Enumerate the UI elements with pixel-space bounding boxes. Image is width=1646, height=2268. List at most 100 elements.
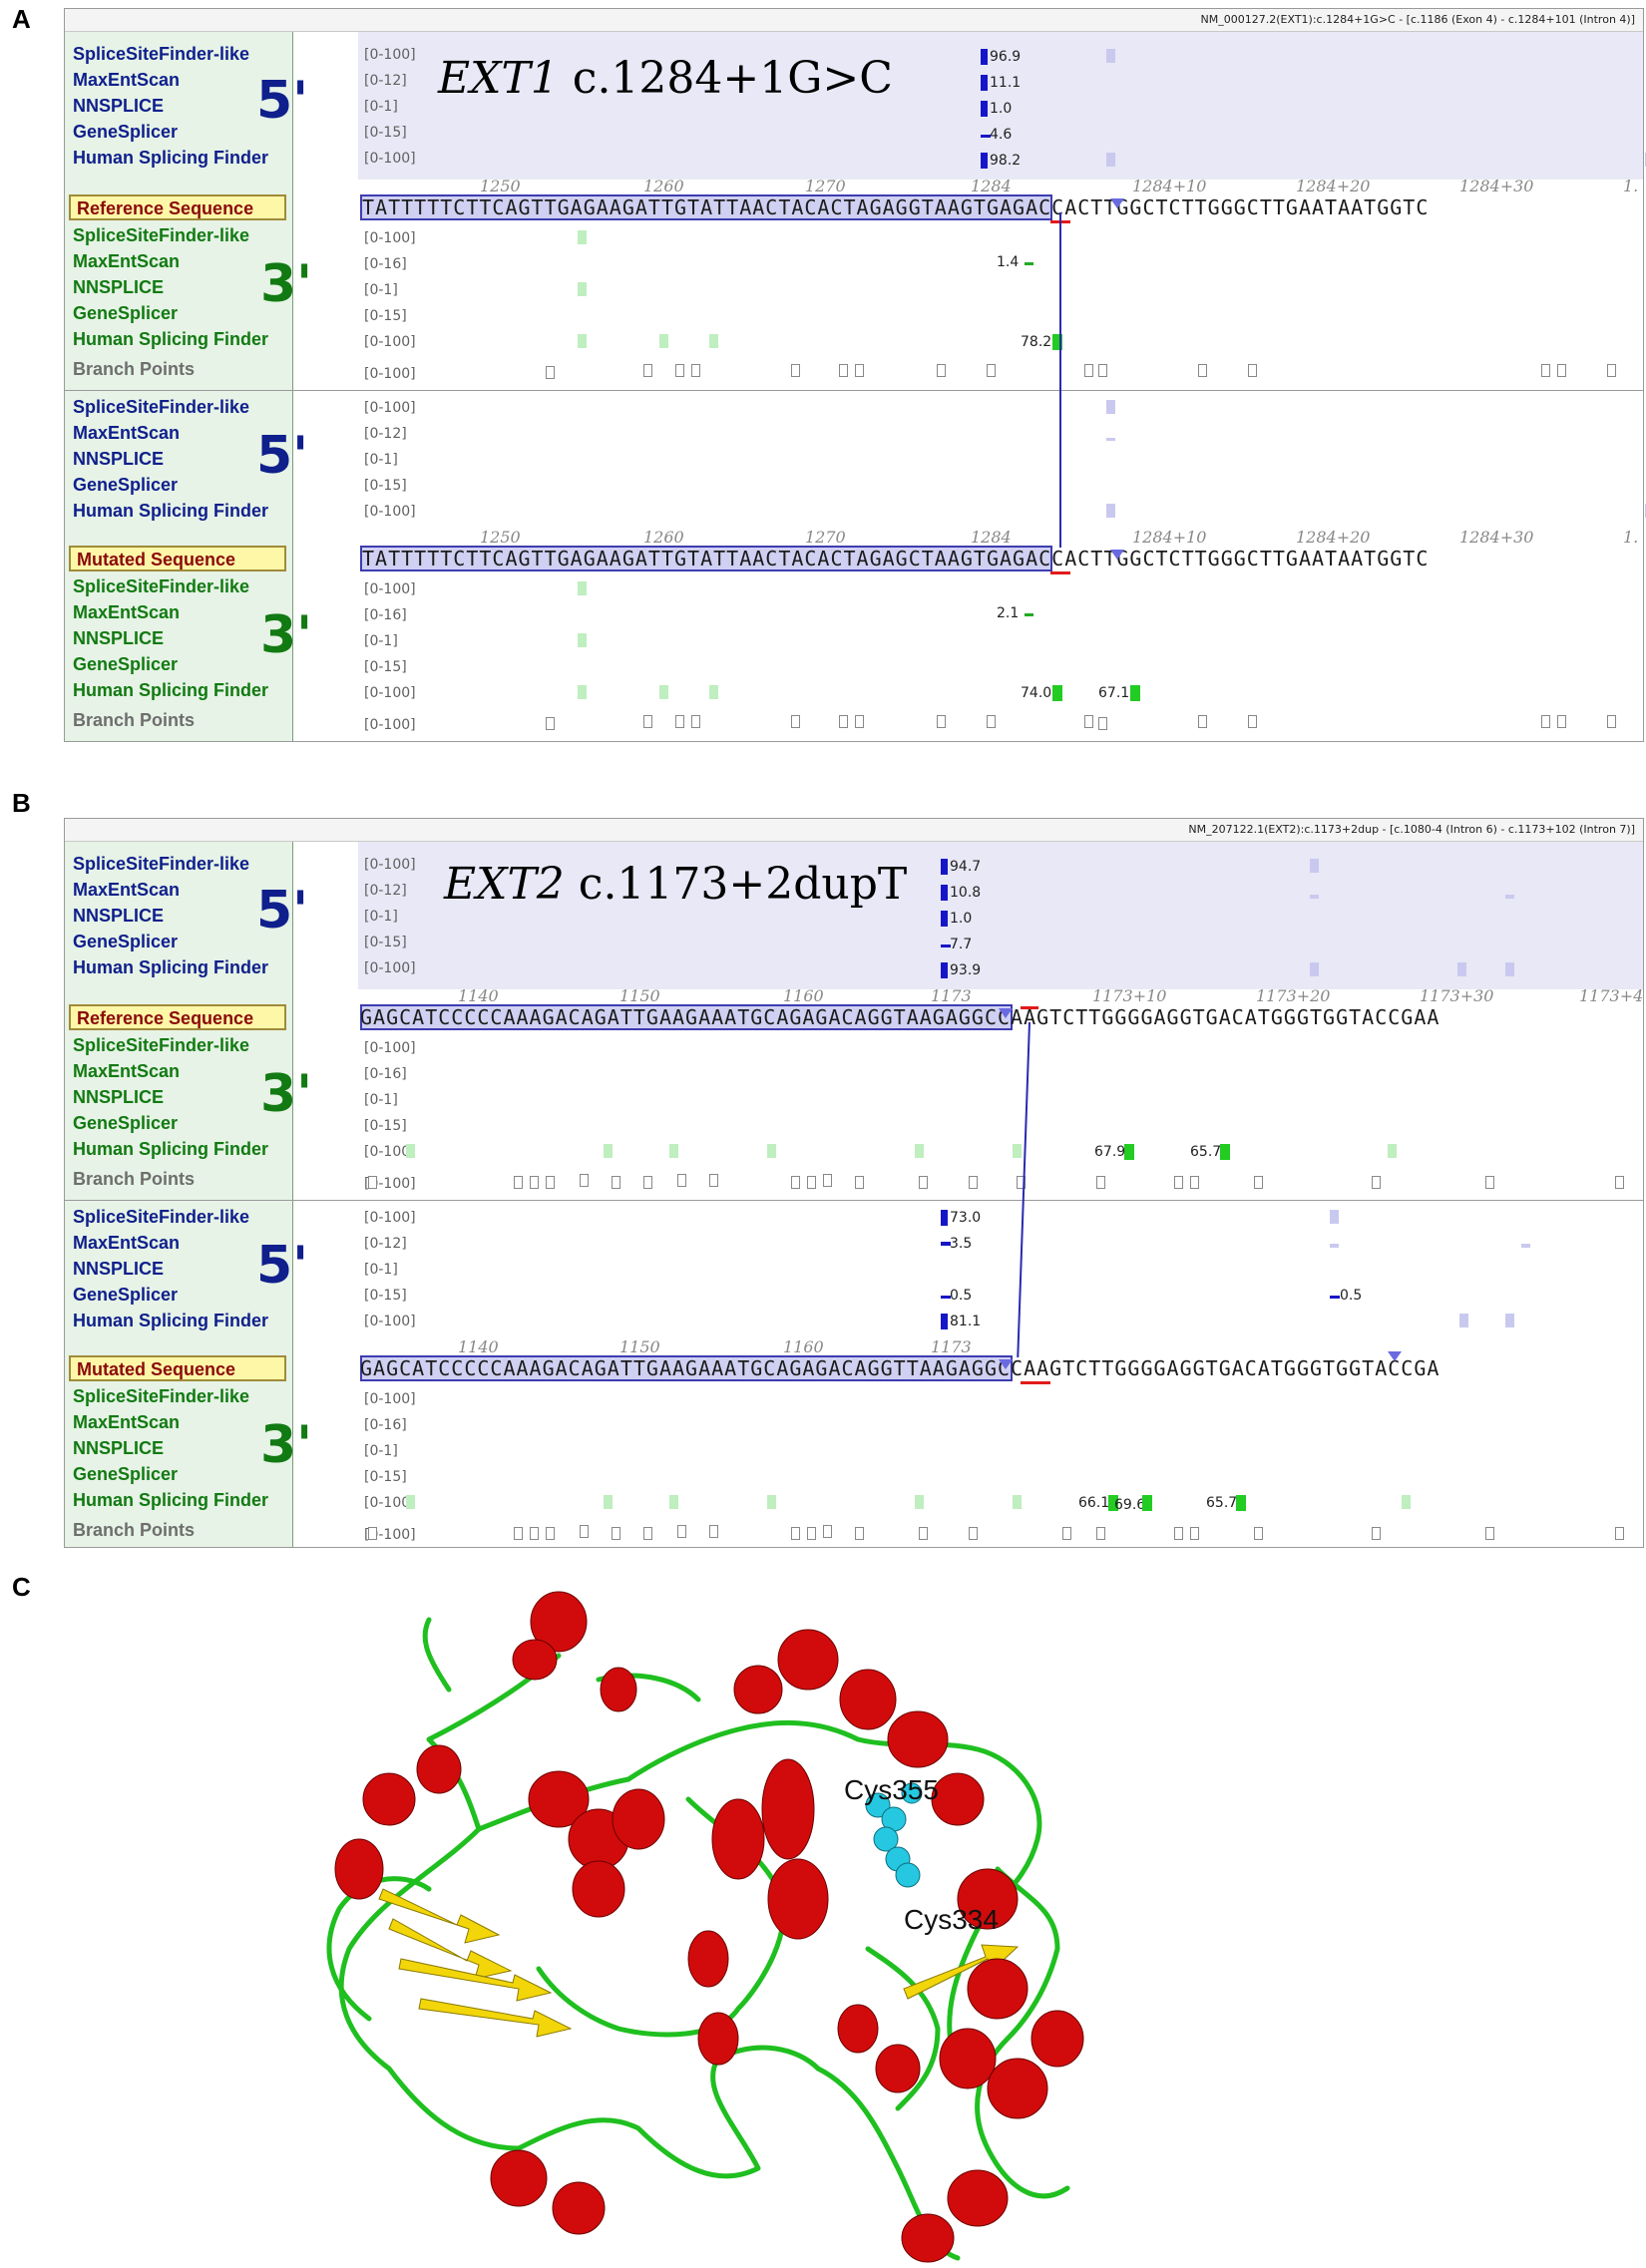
range-hsf: [0-100] <box>364 151 416 167</box>
score-bar <box>941 1314 948 1329</box>
ghost-score <box>1388 1144 1397 1158</box>
ruler-label: 1150 <box>619 1337 660 1356</box>
branch-point <box>1174 1527 1183 1540</box>
track-label-nnsplice: NNSPLICE <box>73 96 165 116</box>
track-label-ssf: SpliceSiteFinder-like <box>73 397 250 417</box>
ruler-label: 1. <box>1623 528 1639 547</box>
branch-point <box>1098 364 1107 377</box>
score-bar <box>1108 1495 1118 1511</box>
alignment-line <box>1059 212 1061 548</box>
mutated-sequence-label: Mutated Sequence <box>69 1355 286 1381</box>
range-ssf: [0-100] <box>364 581 416 597</box>
range-maxent: [0-12] <box>364 1236 407 1252</box>
ghost-score <box>578 230 587 244</box>
range-maxent: [0-16] <box>364 1417 407 1433</box>
ghost-score <box>1310 895 1319 899</box>
branch-point <box>1198 364 1207 377</box>
range-branch-points: [0-100] <box>364 366 416 382</box>
score-value: 65.7 <box>1190 1144 1222 1160</box>
range-nnsplice: [0-1] <box>364 452 398 468</box>
panel-a-label-column <box>65 32 293 741</box>
ghost-score <box>1505 962 1514 976</box>
track-label-genesplicer: GeneSplicer <box>73 475 179 495</box>
branch-point <box>675 715 684 728</box>
branch-point <box>823 1174 832 1187</box>
score-value: 1.4 <box>997 254 1020 270</box>
score-bar <box>1025 262 1033 265</box>
branch-point <box>709 1525 718 1538</box>
ghost-score <box>1106 438 1115 441</box>
panel-b-title: EXT2 c.1173+2dupT <box>444 859 907 910</box>
score-value: 4.6 <box>990 127 1013 143</box>
variant-marker <box>1050 571 1070 574</box>
range-nnsplice: [0-1] <box>364 282 398 298</box>
track-label-hsf: Human Splicing Finder <box>73 680 269 700</box>
branch-point <box>368 1527 377 1540</box>
mutated-exon-box <box>360 546 1052 571</box>
ghost-score <box>709 685 718 699</box>
track-label-maxent: MaxEntScan <box>73 602 181 622</box>
track-label-ssf: SpliceSiteFinder-like <box>73 1207 250 1227</box>
range-ssf: [0-100] <box>364 857 416 873</box>
section-divider <box>65 1200 1643 1201</box>
branch-point <box>987 715 996 728</box>
ruler-label: 1250 <box>480 177 521 195</box>
branch-point <box>677 1525 686 1538</box>
range-genesplicer: [0-15] <box>364 659 407 675</box>
branch-point <box>677 1174 686 1187</box>
score-value: 93.9 <box>950 962 982 978</box>
track-label-branch-points: Branch Points <box>73 1520 196 1540</box>
ruler-label: 1173+4 <box>1579 986 1644 1005</box>
ruler-label: 1284 <box>971 177 1012 195</box>
score-value: 96.9 <box>990 49 1022 65</box>
range-nnsplice: [0-1] <box>364 1262 398 1278</box>
score-value: 1.0 <box>990 101 1013 117</box>
branch-point <box>791 715 800 728</box>
branch-point <box>791 1527 800 1540</box>
protein-structure-image: Cys355 Cys334 <box>326 1591 1084 2263</box>
panel-b-variant: c.1173+2dupT <box>578 859 908 910</box>
ghost-score <box>709 334 718 348</box>
score-bar <box>1142 1495 1152 1511</box>
branch-point <box>546 1176 555 1189</box>
range-genesplicer: [0-15] <box>364 1469 407 1485</box>
ghost-score <box>1106 49 1115 63</box>
range-ssf: [0-100] <box>364 230 416 246</box>
ruler-label: 1173+20 <box>1256 986 1331 1005</box>
score-bar <box>1052 334 1062 350</box>
reference-sequence: GAGCATCCCCCAAAGACAGATTGAAGAAATGCAGAGACAG… <box>360 1005 1440 1029</box>
mutated-sequence: TATTTTTCTTCAGTTGAGAAGATTGTATTAACTACACTAG… <box>362 547 1430 570</box>
ghost-score <box>1459 1314 1468 1327</box>
score-value: 0.5 <box>950 1288 973 1304</box>
branch-point <box>1372 1176 1381 1189</box>
three-prime-label: 3' <box>260 254 313 314</box>
branch-point <box>969 1176 978 1189</box>
section-divider <box>65 390 1643 391</box>
ruler-label: 1270 <box>805 528 846 547</box>
branch-point <box>530 1527 539 1540</box>
branch-point <box>1017 1176 1026 1189</box>
cys334-label: Cys334 <box>904 1904 999 1935</box>
ghost-score <box>915 1495 924 1509</box>
score-bar <box>941 1242 951 1246</box>
ruler-label: 1284+30 <box>1459 177 1534 195</box>
range-hsf: [0-100] <box>364 1314 416 1329</box>
score-value: 98.2 <box>990 153 1022 169</box>
ghost-score <box>1521 1244 1530 1248</box>
branch-point <box>530 1176 539 1189</box>
ruler-label: 1140 <box>458 1337 499 1356</box>
ruler-label: 1284 <box>971 528 1012 547</box>
track-label-maxent: MaxEntScan <box>73 251 181 271</box>
track-label-hsf: Human Splicing Finder <box>73 1139 269 1159</box>
branch-point <box>1541 364 1550 377</box>
branch-point <box>1096 1527 1105 1540</box>
panel-a-header: NM_000127.2(EXT1):c.1284+1G>C - [c.1186 … <box>65 9 1643 32</box>
panel-b-gene: EXT2 <box>444 859 565 910</box>
ruler-label: 1140 <box>458 986 499 1005</box>
range-nnsplice: [0-1] <box>364 909 398 925</box>
range-maxent: [0-12] <box>364 73 407 89</box>
ghost-score <box>1457 962 1466 976</box>
branch-point <box>1098 717 1107 730</box>
ghost-score <box>659 334 668 348</box>
branch-point <box>514 1176 523 1189</box>
